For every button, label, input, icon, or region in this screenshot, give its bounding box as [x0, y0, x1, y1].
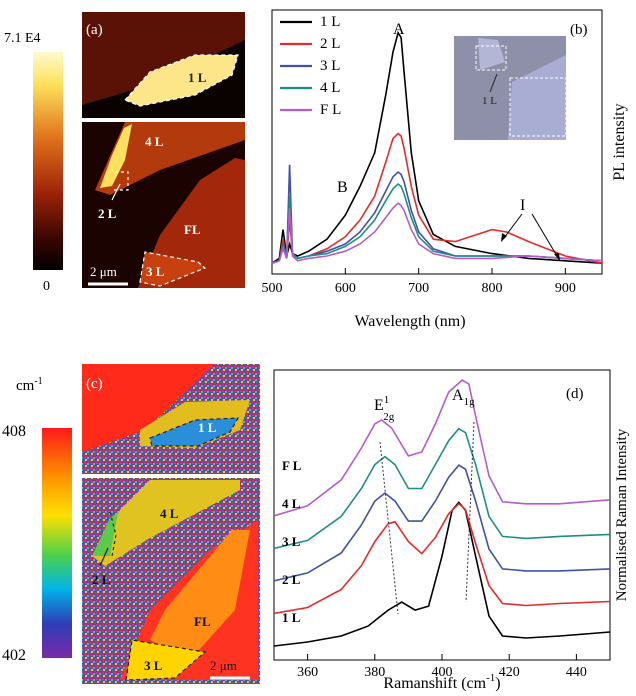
colorbar-a-max: 7.1 E4 [4, 31, 41, 46]
raman-x-axis-label: Ramanshift (cm-1) [383, 672, 500, 691]
panel-b-label: (b) [570, 22, 588, 38]
colorbar-a [33, 52, 63, 270]
panel-c-label: (c) [86, 376, 103, 392]
raman-curve-label-fl: F L [282, 458, 302, 473]
label-3l-c: 3 L [144, 658, 163, 673]
raman-curve-label-3l: 3 L [282, 534, 301, 549]
peak-a1g-label: A1g [452, 387, 475, 408]
raman-x-tick-label: 360 [297, 665, 318, 680]
e2g-guide-line [379, 441, 399, 615]
label-2l-c: 2 L [92, 572, 111, 587]
pl-x-tick-label: 700 [408, 281, 429, 296]
raman-y-axis-label: Normalised Raman Intensity [614, 428, 630, 601]
label-1l-c: 1 L [198, 420, 217, 435]
raman-series-2l [273, 502, 611, 615]
label-3l-a: 3 L [146, 264, 165, 279]
raman-spectrum-chart: 360 380 400 420 440 F L 4 L 3 L 2 L 1 L (d) E1 2g… [273, 369, 630, 692]
raman-curve-label-2l: 2 L [282, 572, 301, 587]
pl-x-tick-label: 800 [482, 281, 503, 296]
panel-d-label: (d) [566, 386, 584, 402]
label-4l-c: 4 L [160, 506, 179, 521]
legend-label-1l: 1 L [320, 14, 340, 30]
colorbar-c-max: 408 [2, 423, 26, 440]
panel-a-label: (a) [86, 22, 103, 38]
raman-x-tick-label: 420 [499, 665, 520, 680]
colorbar-c [42, 428, 72, 658]
label-2l-a: 2 L [98, 206, 117, 221]
panel-a: 7.1 E4 0 (a) 1 L 4 L 2 L FL 3 L 2 μm [0, 0, 250, 300]
panel-a-svg: 7.1 E4 0 (a) 1 L 4 L 2 L FL 3 L 2 μm [4, 12, 245, 294]
legend-label-4l: 4 L [320, 80, 340, 96]
pl-series-4l [271, 182, 603, 264]
pl-x-tick-label: 900 [555, 281, 576, 296]
raman-series-3l [273, 464, 611, 582]
raman-series-fl [273, 379, 611, 517]
panel-d: 360 380 400 420 440 F L 4 L 3 L 2 L 1 L (d) E1 2g… [266, 360, 636, 692]
colorbar-c-min: 402 [2, 647, 26, 664]
peak-i-label: I [520, 197, 525, 214]
pl-spectrum-chart: 500 600 700 800 900 1 L2 L3 L4 LF L 1 L (b) … [262, 9, 628, 330]
raman-series-4l [273, 427, 611, 550]
colorbar-c-unit: cm-1 [16, 376, 43, 394]
pl-x-tick-label: 500 [262, 281, 283, 296]
pl-series-fl [271, 202, 603, 264]
legend-label-3l: 3 L [320, 58, 340, 74]
raman-curve-label-1l: 1 L [282, 610, 301, 625]
peak-b-label: B [337, 179, 348, 196]
pl-x-axis-label: Wavelength (nm) [354, 313, 465, 330]
panel-c-svg: cm-1 408 402 (c) 1 L 4 L 2 L FL 3 L 2 μm [2, 364, 260, 684]
panel-c: cm-1 408 402 (c) 1 L 4 L 2 L FL 3 L 2 μm [0, 360, 270, 690]
peak-a-label: A [393, 21, 405, 38]
label-fl-c: FL [194, 614, 211, 629]
colorbar-a-min: 0 [43, 279, 50, 294]
raman-x-tick-label: 400 [432, 665, 453, 680]
pl-x-tick-label: 600 [335, 281, 356, 296]
label-1l-a: 1 L [188, 70, 207, 85]
pl-y-axis-label: PL intensity [611, 103, 628, 180]
label-fl-a: FL [184, 222, 201, 237]
raman-curve-label-4l: 4 L [282, 496, 301, 511]
raman-x-tick-label: 440 [566, 665, 587, 680]
legend-label-2l: 2 L [320, 36, 340, 52]
raman-x-tick-label: 380 [364, 665, 385, 680]
inset-label: 1 L [482, 95, 497, 107]
scalebar-c-label: 2 μm [210, 658, 237, 673]
pl-series-1l [271, 30, 603, 264]
label-4l-a: 4 L [145, 134, 164, 149]
scalebar-a-label: 2 μm [90, 264, 117, 279]
peak-e2g-label: E1 2g [374, 394, 395, 423]
raman-series-1l [273, 501, 611, 647]
legend-label-fl: F L [320, 102, 341, 118]
